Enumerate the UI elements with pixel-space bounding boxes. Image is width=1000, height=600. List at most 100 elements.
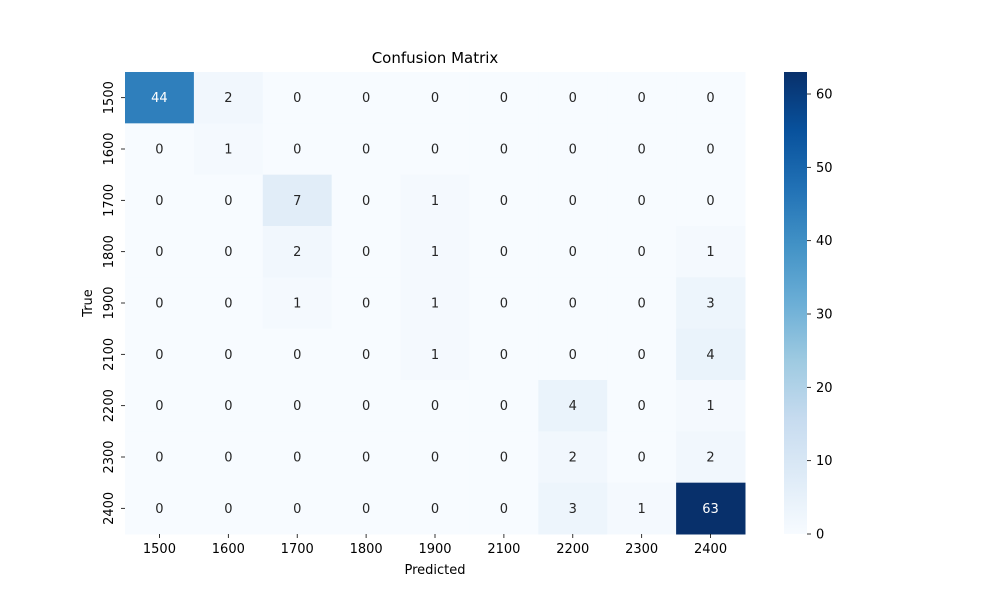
x-tick-label: 2300 bbox=[625, 542, 658, 557]
heatmap-cell bbox=[469, 72, 539, 124]
colorbar bbox=[784, 72, 807, 534]
heatmap-cell bbox=[469, 431, 539, 484]
cell-value-label: 0 bbox=[431, 143, 439, 158]
cell-value-label: 0 bbox=[362, 502, 370, 517]
x-tick-label: 1900 bbox=[418, 542, 451, 557]
colorbar-tick-label: 40 bbox=[816, 234, 833, 249]
heatmap-cell bbox=[125, 431, 195, 484]
cell-value-label: 2 bbox=[293, 245, 301, 260]
x-tick-label: 1800 bbox=[350, 542, 383, 557]
x-tick-label: 2200 bbox=[556, 542, 589, 557]
heatmap-cell bbox=[676, 328, 746, 381]
cell-value-label: 0 bbox=[706, 91, 714, 106]
heatmap-cell bbox=[607, 123, 677, 176]
heatmap-cell bbox=[125, 174, 195, 227]
cell-value-label: 0 bbox=[362, 91, 370, 106]
x-axis-label: Predicted bbox=[404, 563, 465, 578]
cell-value-label: 0 bbox=[362, 297, 370, 312]
cell-value-label: 1 bbox=[431, 348, 439, 363]
heatmap-cell bbox=[262, 226, 333, 278]
cell-value-label: 0 bbox=[500, 399, 508, 414]
heatmap-cell bbox=[193, 174, 264, 227]
heatmap-cell bbox=[676, 72, 746, 124]
cell-value-label: 0 bbox=[569, 91, 577, 106]
heatmap-cell bbox=[607, 174, 677, 227]
cell-value-label: 0 bbox=[293, 399, 301, 414]
cell-value-label: 0 bbox=[155, 502, 163, 517]
cell-value-label: 0 bbox=[293, 91, 301, 106]
heatmap-cell bbox=[262, 123, 333, 176]
heatmap-cell bbox=[331, 380, 402, 432]
heatmap-cell bbox=[538, 328, 608, 381]
heatmap-cell bbox=[125, 226, 195, 278]
cell-value-label: 0 bbox=[224, 297, 232, 312]
colorbar-tick-label: 20 bbox=[816, 381, 833, 396]
y-tick-label: 1500 bbox=[102, 81, 117, 114]
heatmap-cell bbox=[469, 482, 539, 535]
cell-value-label: 0 bbox=[638, 348, 646, 363]
cell-value-label: 0 bbox=[293, 143, 301, 158]
y-tick-label: 1700 bbox=[102, 184, 117, 217]
cell-value-label: 0 bbox=[638, 399, 646, 414]
heatmap-cell bbox=[331, 277, 402, 330]
cell-value-label: 0 bbox=[431, 399, 439, 414]
heatmap-cell bbox=[125, 277, 195, 330]
cell-value-label: 0 bbox=[638, 91, 646, 106]
y-tick-label: 2100 bbox=[102, 338, 117, 371]
cell-value-label: 1 bbox=[431, 194, 439, 209]
heatmap-cell bbox=[607, 72, 677, 124]
heatmap-cell bbox=[469, 123, 539, 176]
heatmap-cell bbox=[469, 380, 539, 432]
heatmap-cell bbox=[262, 380, 333, 432]
heatmap-cell bbox=[400, 123, 470, 176]
heatmap-cell bbox=[676, 174, 746, 227]
cell-value-label: 0 bbox=[500, 297, 508, 312]
heatmap-cell bbox=[400, 277, 470, 330]
heatmap-cell bbox=[607, 431, 677, 484]
heatmap-cell bbox=[469, 226, 539, 278]
heatmap-cell bbox=[331, 174, 402, 227]
heatmap-cell bbox=[400, 380, 470, 432]
heatmap-cell bbox=[469, 277, 539, 330]
heatmap-cell bbox=[193, 72, 264, 124]
x-tick-label: 1600 bbox=[212, 542, 245, 557]
colorbar-tick-label: 0 bbox=[816, 528, 824, 543]
heatmap-cell bbox=[538, 226, 608, 278]
cell-value-label: 0 bbox=[638, 143, 646, 158]
cell-value-label: 0 bbox=[706, 194, 714, 209]
colorbar-tick-label: 10 bbox=[816, 454, 833, 469]
cell-value-label: 0 bbox=[500, 143, 508, 158]
cell-value-label: 0 bbox=[569, 194, 577, 209]
heatmap-cell bbox=[331, 226, 402, 278]
heatmap-cell bbox=[125, 482, 195, 535]
cell-value-label: 0 bbox=[155, 451, 163, 466]
cell-value-label: 0 bbox=[293, 348, 301, 363]
heatmap-cell bbox=[193, 380, 264, 432]
cell-value-label: 0 bbox=[155, 297, 163, 312]
y-axis-label: True bbox=[81, 289, 96, 318]
y-tick-label: 1600 bbox=[102, 132, 117, 165]
cell-value-label: 0 bbox=[500, 91, 508, 106]
heatmap-cell bbox=[193, 328, 264, 381]
heatmap-cell bbox=[262, 431, 333, 484]
cell-value-label: 0 bbox=[569, 143, 577, 158]
heatmap-cell bbox=[400, 226, 470, 278]
heatmap-cell bbox=[262, 72, 333, 124]
cell-value-label: 0 bbox=[500, 194, 508, 209]
cell-value-label: 3 bbox=[706, 297, 714, 312]
cell-value-label: 0 bbox=[500, 245, 508, 260]
heatmap-cell bbox=[538, 431, 608, 484]
colorbar-ticks: 0 10 20 30 40 50 60 bbox=[807, 88, 833, 543]
cell-value-label: 1 bbox=[293, 297, 301, 312]
cell-value-label: 2 bbox=[706, 451, 714, 466]
cell-value-label: 0 bbox=[224, 194, 232, 209]
cell-value-label: 4 bbox=[569, 399, 577, 414]
cell-value-label: 0 bbox=[155, 399, 163, 414]
x-tick-label: 1500 bbox=[143, 542, 176, 557]
heatmap-cell bbox=[400, 431, 470, 484]
heatmap-cell bbox=[607, 380, 677, 432]
y-tick-label: 2400 bbox=[102, 492, 117, 525]
heatmap-cell bbox=[262, 328, 333, 381]
cell-value-label: 1 bbox=[638, 502, 646, 517]
